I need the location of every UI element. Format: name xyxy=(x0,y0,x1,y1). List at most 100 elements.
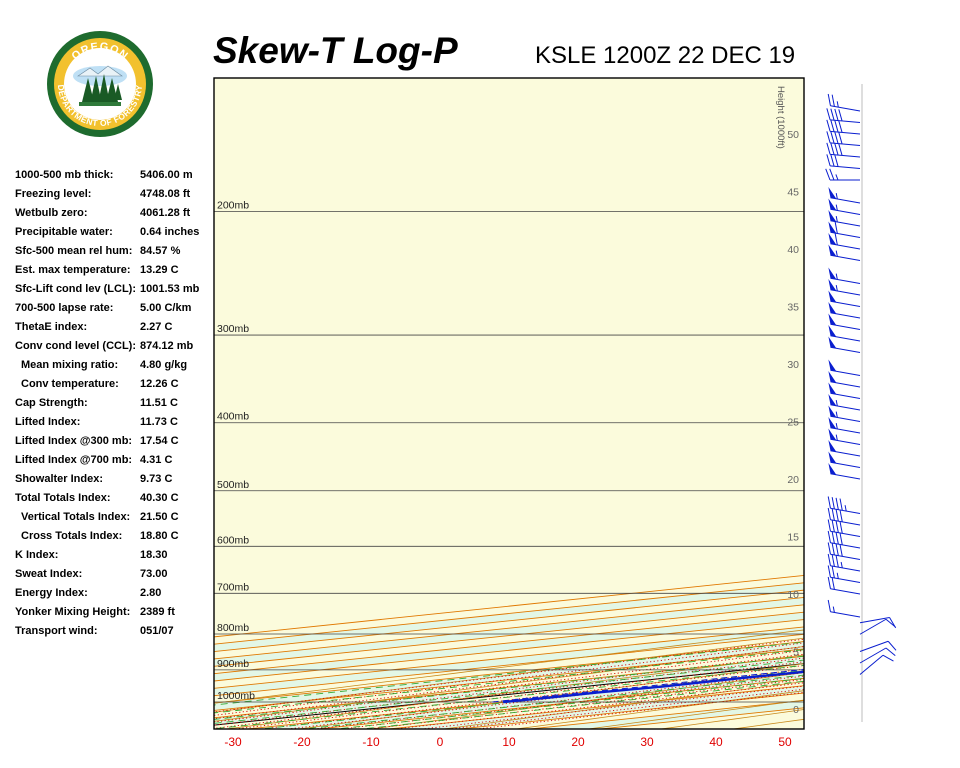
index-row: Mean mixing ratio: 4.80 g/kg xyxy=(15,359,215,378)
wind-barb-shaft xyxy=(830,438,861,445)
wind-barb-shaft xyxy=(830,153,861,158)
wind-barb-feather xyxy=(834,221,838,234)
wind-barb-feather xyxy=(831,497,835,510)
index-label: Sfc-Lift cond lev (LCL): xyxy=(15,283,136,295)
moist-adiabat xyxy=(336,675,804,729)
isotherm-line xyxy=(214,597,804,660)
wind-barb-feather xyxy=(830,120,835,132)
height-tick-label: 35 xyxy=(787,302,799,314)
index-value: 12.26 C xyxy=(140,378,179,390)
wind-barb-pennant xyxy=(828,267,837,280)
wind-barb-pennant xyxy=(828,278,837,291)
wind-barb-half-feather xyxy=(836,572,839,579)
dry-adiabat xyxy=(936,0,960,731)
wind-barb-feather xyxy=(835,520,839,533)
wind-barb-shaft xyxy=(830,576,861,583)
wind-barb-feather xyxy=(827,530,831,543)
wind-barb-shaft xyxy=(830,427,861,434)
dry-adiabat xyxy=(802,728,804,729)
isotherm-line xyxy=(214,589,804,653)
wind-barb-shaft xyxy=(830,105,861,112)
pressure-label: 400mb xyxy=(217,411,249,423)
x-tick-label: -20 xyxy=(293,735,311,749)
chart-title: Skew-T Log-P xyxy=(213,30,458,71)
index-row: 1000-500 mb thick: 5406.00 m xyxy=(15,169,215,188)
wind-barb-pennant xyxy=(828,209,837,222)
profiles xyxy=(492,668,804,704)
index-value: 1001.53 mb xyxy=(140,283,200,295)
wind-barb-feather xyxy=(835,555,839,568)
wind-barb-feather xyxy=(827,519,831,532)
wind-barb-pennant xyxy=(828,301,837,314)
pressure-label: 900mb xyxy=(217,658,249,670)
isotherm-band xyxy=(0,0,960,731)
wind-barb-half-feather xyxy=(835,400,838,407)
wind-barb xyxy=(859,647,896,664)
wind-barb xyxy=(828,324,861,342)
wind-barb-pennant xyxy=(828,382,837,395)
index-value: 73.00 xyxy=(140,568,168,580)
index-label: Mean mixing ratio: xyxy=(21,359,119,371)
wind-barb-shaft xyxy=(859,617,890,624)
wind-barb-shaft xyxy=(859,647,887,664)
index-label: Lifted Index @700 mb: xyxy=(15,454,133,466)
index-value: 17.54 C xyxy=(140,435,179,447)
wind-barb-shaft xyxy=(830,381,861,388)
wind-barb-shaft xyxy=(830,404,861,411)
wind-barb-pennant xyxy=(828,428,837,441)
wind-barb-feather xyxy=(839,521,843,534)
wind-barb-feather xyxy=(835,497,839,510)
wind-barb-feather xyxy=(825,168,831,181)
wind-barb xyxy=(827,565,861,583)
x-tick-label: 20 xyxy=(571,735,585,749)
wind-barb-half-feather xyxy=(836,101,839,108)
wind-barb-shaft xyxy=(830,588,861,595)
wind-barb-feather xyxy=(885,618,896,628)
wind-barb xyxy=(828,382,861,399)
index-label: Yonker Mixing Height: xyxy=(15,606,131,618)
index-label: Lifted Index: xyxy=(15,416,81,428)
x-tick-label: 30 xyxy=(640,735,654,749)
height-tick-label: 20 xyxy=(787,474,799,486)
wind-barb-feather xyxy=(827,576,831,589)
height-tick-label: 40 xyxy=(787,244,799,256)
wind-barb xyxy=(827,507,861,526)
index-value: 21.50 C xyxy=(140,511,179,523)
wind-barb-feather xyxy=(838,143,843,156)
index-value: 18.80 C xyxy=(140,530,179,542)
wind-barb-shaft xyxy=(830,208,861,215)
index-value: 40.30 C xyxy=(140,492,179,504)
moist-adiabats xyxy=(214,638,804,729)
wind-barb-shaft xyxy=(830,277,861,284)
wind-barb xyxy=(828,244,861,261)
wind-barb xyxy=(827,553,861,572)
wind-barb xyxy=(859,640,897,652)
pressure-label: 1000mb xyxy=(217,690,255,702)
wind-barb-shaft xyxy=(830,335,861,342)
wind-barb xyxy=(828,301,861,319)
plot-frame xyxy=(213,77,805,730)
wind-barb xyxy=(828,232,861,250)
index-row: Lifted Index @300 mb: 17.54 C xyxy=(15,435,215,454)
index-value: 5.00 C/km xyxy=(140,302,192,314)
wind-barb xyxy=(859,618,896,635)
index-label: Showalter Index: xyxy=(15,473,104,485)
wind-barb-shaft xyxy=(830,165,861,169)
wind-barb-shaft xyxy=(830,369,861,376)
pressure-label: 600mb xyxy=(217,534,249,546)
height-tick-label: 30 xyxy=(787,359,799,371)
wind-barb-feather xyxy=(831,543,835,556)
index-label: 700-500 lapse rate: xyxy=(15,302,114,314)
index-row: Sfc-500 mean rel hum: 84.57 % xyxy=(15,245,215,264)
index-label: 1000-500 mb thick: xyxy=(15,169,114,181)
index-label: Total Totals Index: xyxy=(15,492,111,504)
wind-barb-feather xyxy=(839,509,843,522)
wind-barb-half-feather xyxy=(835,174,839,181)
wind-barb-feather xyxy=(831,577,835,590)
index-label: Sweat Index: xyxy=(15,568,83,580)
wind-barb-pennant xyxy=(828,462,837,475)
wind-barb-column xyxy=(825,84,897,722)
moist-adiabat xyxy=(214,642,804,716)
plot-area: 0.412358 xyxy=(0,0,960,731)
wind-barb-shaft xyxy=(830,346,861,353)
